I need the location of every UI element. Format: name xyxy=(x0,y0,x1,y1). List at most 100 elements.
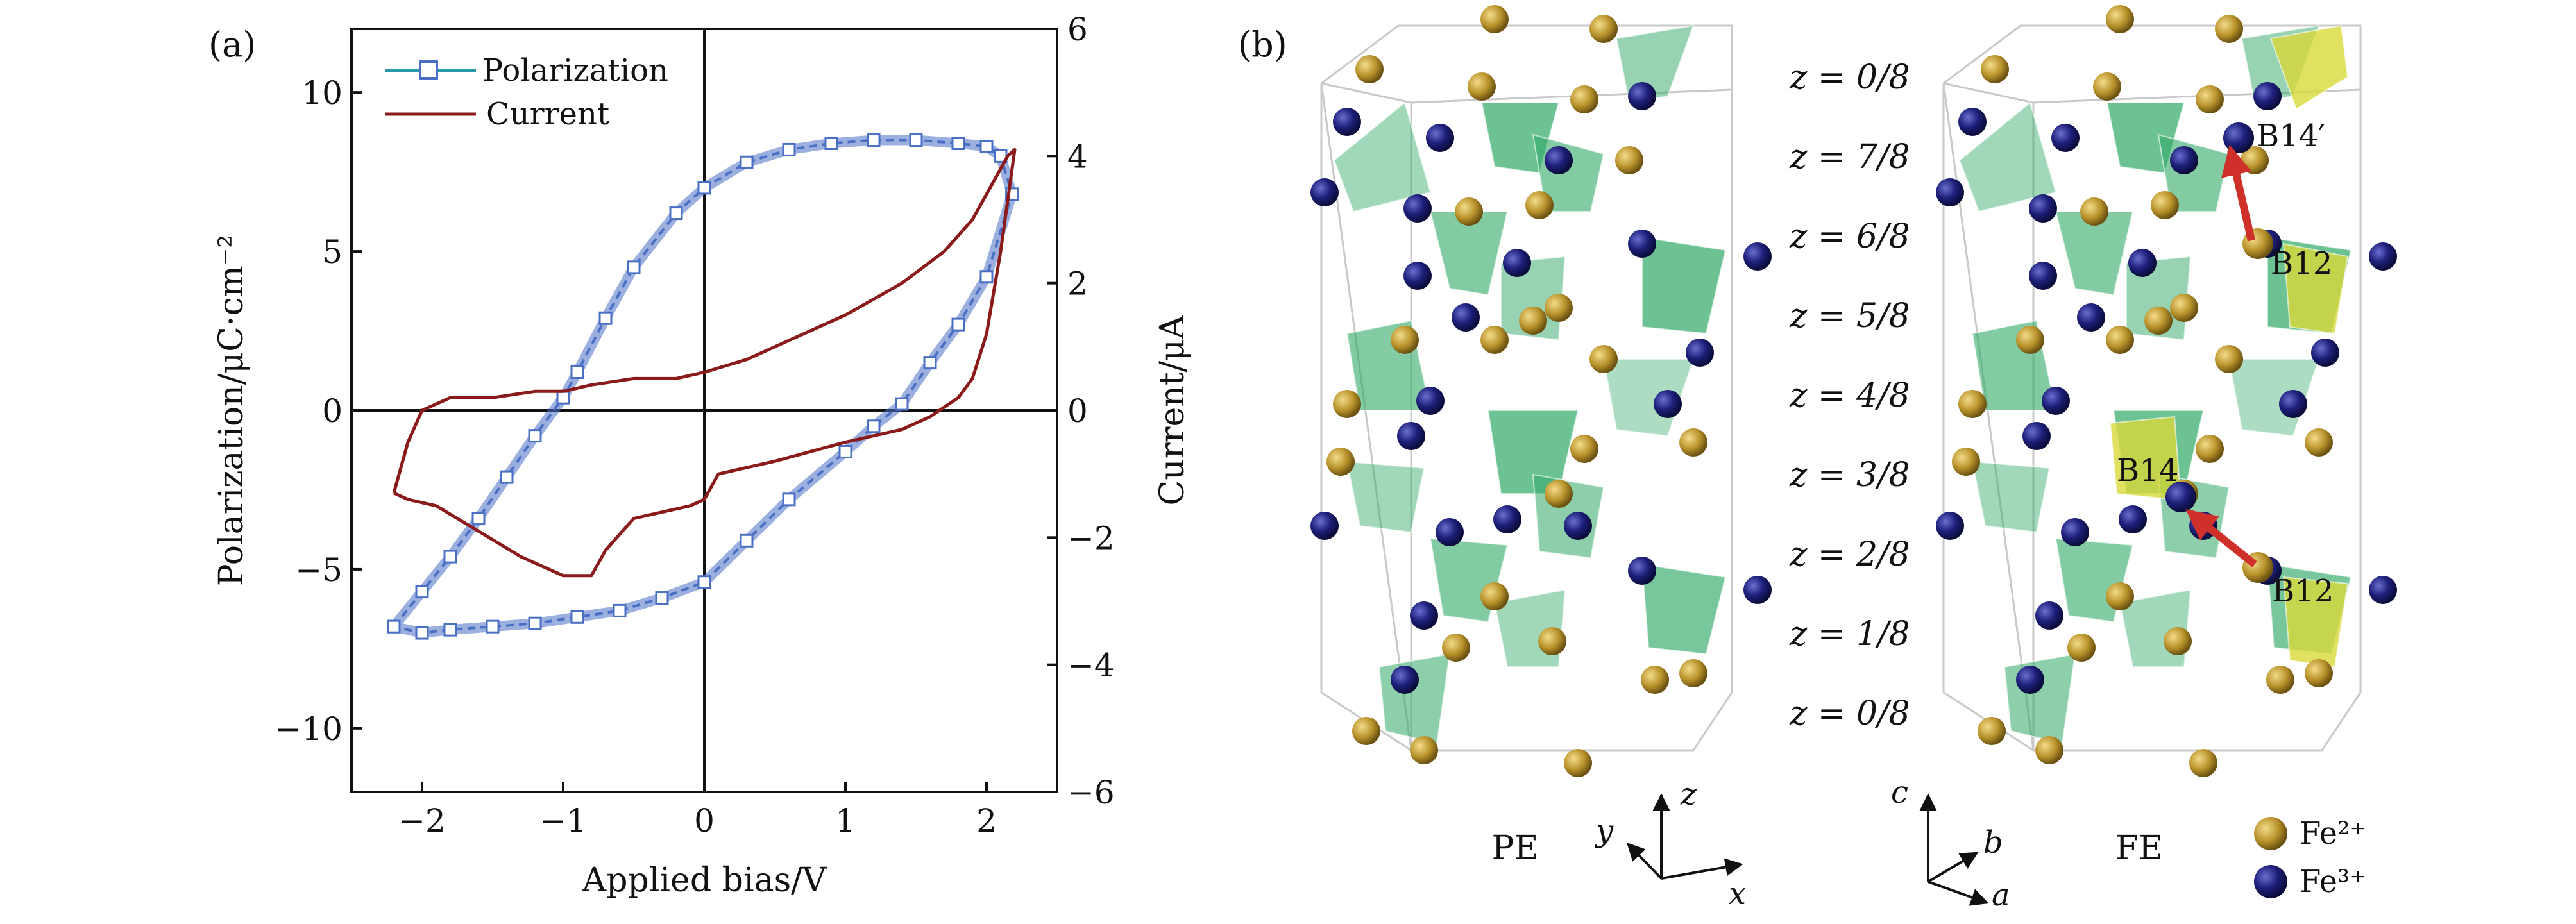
axis-label-x: x xyxy=(1729,876,1746,912)
polarization-point xyxy=(443,550,457,564)
x-tick-label: 0 xyxy=(694,802,715,839)
fe3-atom xyxy=(1333,108,1361,136)
fe-axes-triad: c b a xyxy=(1891,775,2010,913)
y-left-tick-label: −10 xyxy=(275,710,343,748)
z-label: z = 0/8 xyxy=(1789,58,1910,97)
polarization-point xyxy=(528,616,542,630)
fe2-atom xyxy=(2151,191,2179,219)
fe3-atom xyxy=(2042,387,2070,415)
fe2-atom xyxy=(2305,428,2333,457)
fe3-atom xyxy=(2035,601,2063,630)
fe3-atom xyxy=(1452,303,1480,332)
fe-o4-tetrahedron xyxy=(2269,24,2349,110)
fe-o4-tetrahedron xyxy=(1971,460,2051,533)
polarization-point xyxy=(867,419,881,433)
x-tick-label: −2 xyxy=(398,802,446,839)
axis-arrow-b xyxy=(1927,852,1979,883)
polarization-point xyxy=(923,356,937,370)
fe2-atom xyxy=(1570,85,1598,113)
annotation-b12-bottom: B12 xyxy=(2272,573,2334,609)
legend-current-label: Current xyxy=(486,96,609,132)
fe3-atom xyxy=(1743,242,1772,271)
polarization-point xyxy=(570,365,584,379)
fe2-atom xyxy=(2164,627,2192,655)
fe3-atom xyxy=(1391,666,1419,694)
y-left-tick-label: 10 xyxy=(301,74,343,112)
pe-unit-cell xyxy=(1310,5,1772,777)
fe2-atom xyxy=(2067,634,2096,662)
axis-arrow-y xyxy=(1627,842,1663,880)
pe-atoms xyxy=(1310,5,1772,777)
fe3-atom xyxy=(1403,262,1432,290)
fe3-atom xyxy=(1936,512,1964,540)
fe2-atom xyxy=(1333,390,1361,418)
z-label: z = 2/8 xyxy=(1789,535,1910,574)
polarization-point xyxy=(979,270,994,284)
fe3-atom xyxy=(2369,242,2397,271)
polarization-point xyxy=(627,260,641,274)
y-right-tick-label: −4 xyxy=(1067,647,1115,684)
fe3-atom xyxy=(1743,576,1772,604)
x-tick-label: 1 xyxy=(835,802,856,839)
y-axis-right-label: Current/μA xyxy=(1153,314,1192,505)
polarization-point xyxy=(415,626,429,640)
fe2-atom xyxy=(2144,307,2173,335)
polarization-point xyxy=(570,610,584,624)
y-right-tick-label: 2 xyxy=(1067,265,1088,303)
y-left-tick-label: 5 xyxy=(322,233,343,271)
fe2-atom xyxy=(1480,326,1509,354)
fe3-atom xyxy=(1416,387,1445,415)
fe3-atom xyxy=(2061,518,2089,546)
fe3-atom xyxy=(1654,390,1682,418)
z-label: z = 3/8 xyxy=(1789,456,1910,494)
y-left-tick-label: −5 xyxy=(295,551,343,589)
fe2-atom xyxy=(1391,326,1419,354)
polarization-point xyxy=(824,137,838,150)
fe2-atom xyxy=(1679,659,1707,687)
fe2-atom xyxy=(2016,326,2044,354)
fe3-atom xyxy=(1426,124,1454,152)
axis-label-y: y xyxy=(1595,813,1614,849)
fe2-atom xyxy=(1355,55,1384,83)
displacement-arrow-top xyxy=(2221,144,2255,242)
z-label: z = 6/8 xyxy=(1789,217,1910,256)
annotation-b12-top: B12 xyxy=(2271,246,2332,281)
fe-o4-tetrahedron xyxy=(1500,255,1566,341)
fe2-atom xyxy=(1545,480,1573,508)
fe3-atom xyxy=(1686,339,1714,367)
fe3-atom xyxy=(2279,390,2307,418)
polarization-point xyxy=(782,492,796,507)
polarization-point xyxy=(895,397,909,411)
polarization-point xyxy=(697,181,711,195)
fe2-atom xyxy=(2093,72,2121,101)
polarization-point xyxy=(415,585,429,599)
polarization-point xyxy=(979,139,994,153)
legend-fe2-swatch xyxy=(2254,817,2287,850)
legend-fe3-label: Fe³⁺ xyxy=(2300,864,2366,900)
polarization-point xyxy=(838,444,852,458)
fe2-atom xyxy=(1410,736,1438,764)
polarization-point xyxy=(655,591,669,605)
fe3-atom xyxy=(1310,178,1339,206)
x-tick-label: −1 xyxy=(539,802,587,839)
annotation-b14-prime: B14′ xyxy=(2257,118,2325,154)
polarization-point xyxy=(951,137,965,150)
polarization-point xyxy=(740,533,754,548)
displacement-arrow-bottom xyxy=(2185,509,2257,567)
legend-polarization-label: Polarization xyxy=(482,53,668,88)
y-right-tick-label: 4 xyxy=(1067,138,1088,175)
pe-axes-triad: z y x xyxy=(1595,777,1746,912)
fe-o4-tetrahedron xyxy=(1641,563,1727,655)
polarization-point xyxy=(613,603,627,617)
x-tick-label: 2 xyxy=(976,802,997,839)
fe2-atom xyxy=(1641,666,1669,694)
fe3-atom xyxy=(2051,124,2080,152)
fe2-atom xyxy=(2196,85,2224,113)
fe-o4-tetrahedron xyxy=(2282,242,2349,335)
pe-tetrahedra xyxy=(1333,24,1727,745)
fe2-atom xyxy=(1679,428,1707,457)
fe2-atom xyxy=(1545,294,1573,322)
y-right-tick-label: 0 xyxy=(1067,392,1088,430)
